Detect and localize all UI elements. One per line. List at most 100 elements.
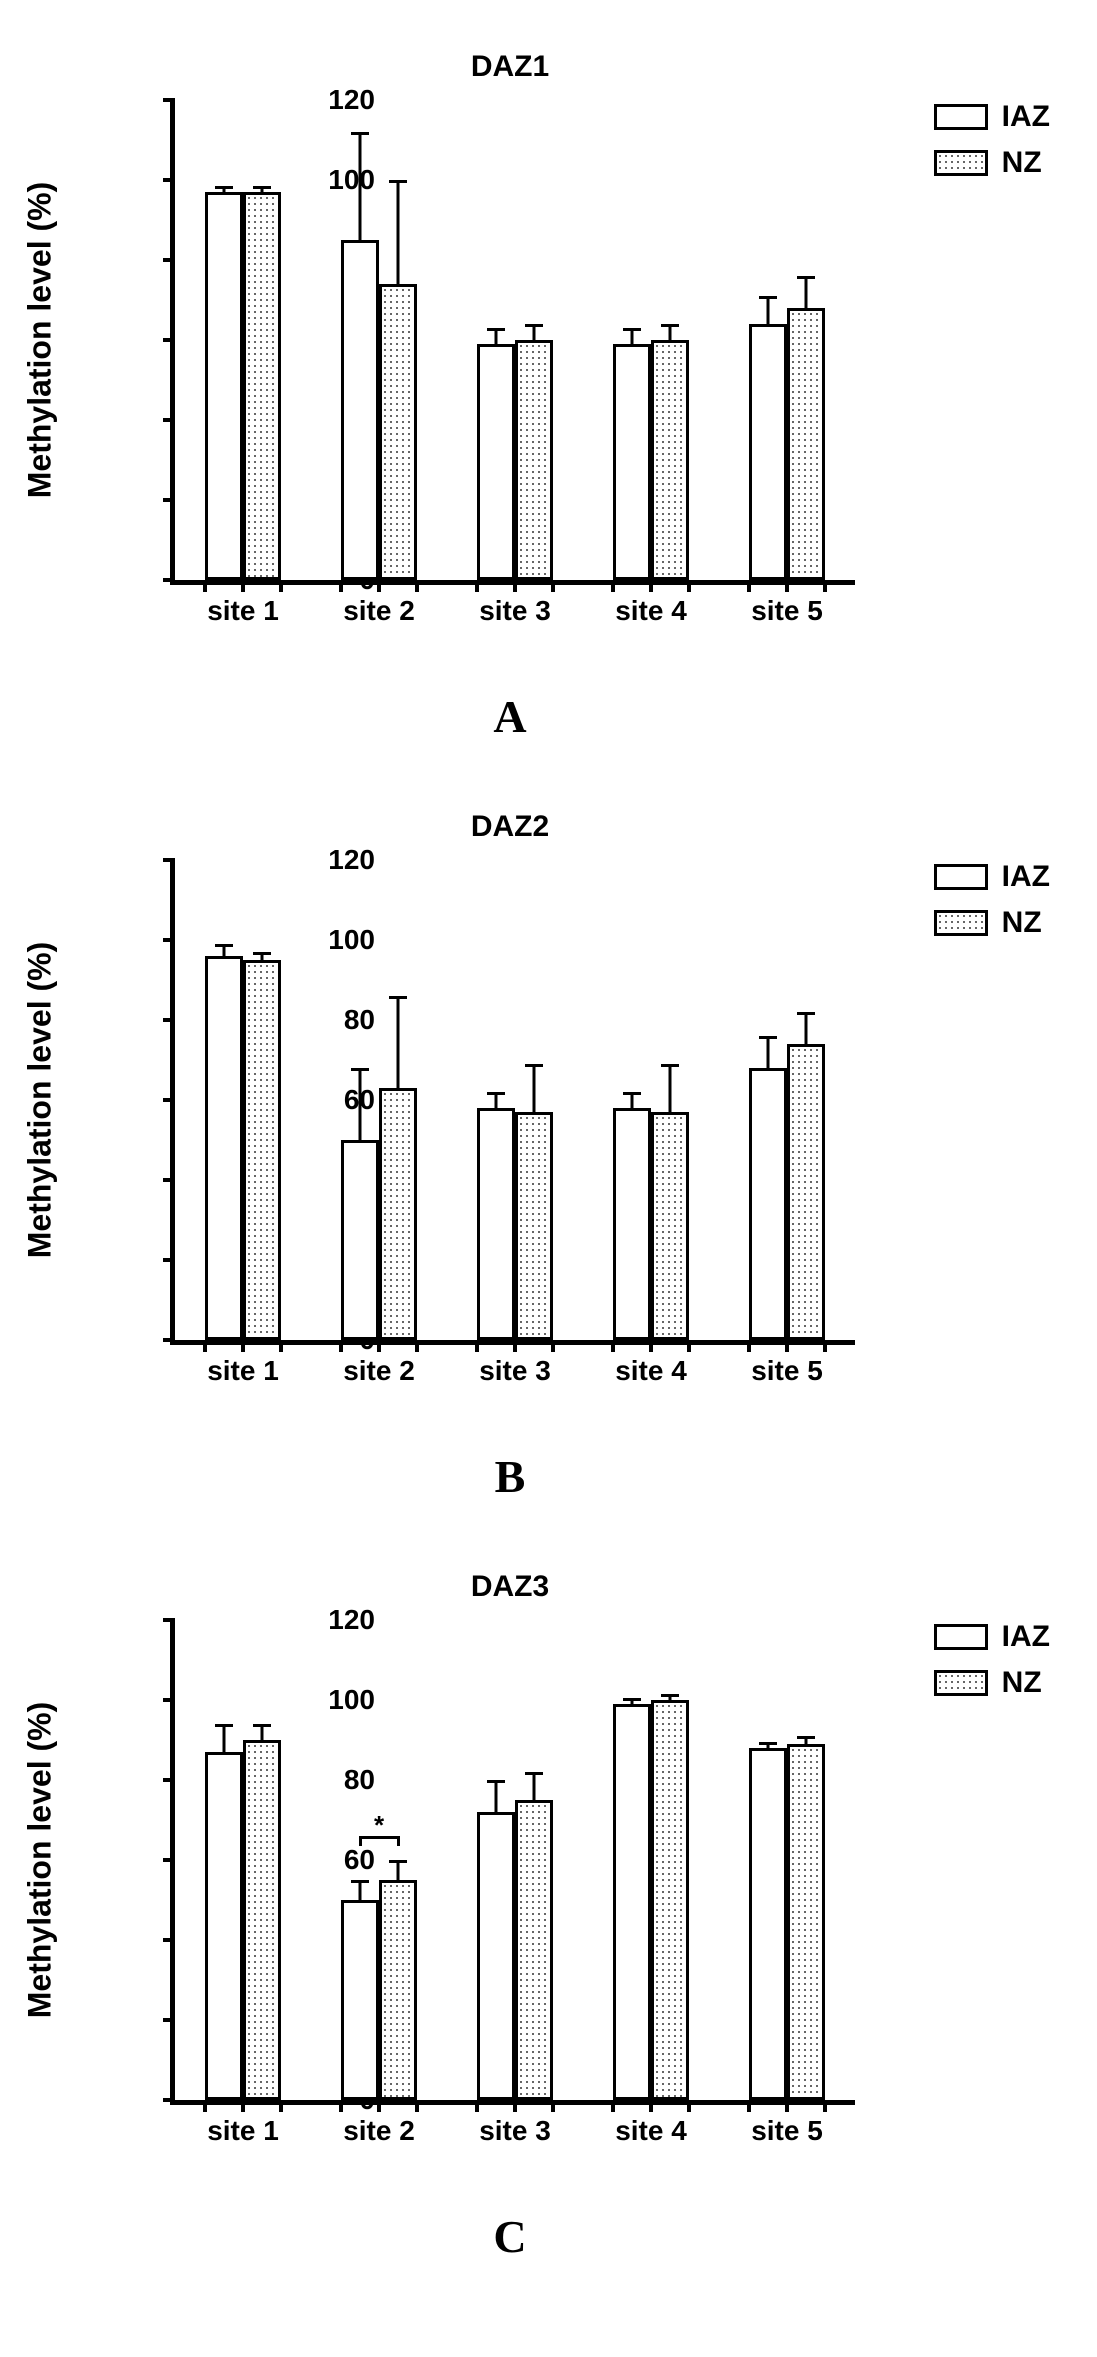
- error-bar: [397, 1860, 400, 1880]
- legend: IAZ NZ: [934, 1620, 1050, 1712]
- y-tick: [163, 2018, 175, 2022]
- x-tick-label: site 2: [343, 595, 415, 627]
- error-bar: [805, 1012, 808, 1044]
- error-cap: [661, 1694, 679, 1697]
- x-tick: [823, 2100, 827, 2112]
- x-tick-label: site 1: [207, 2115, 279, 2147]
- legend-label: NZ: [1002, 906, 1042, 940]
- x-tick: [611, 580, 615, 592]
- bar-nz: [651, 1112, 689, 1340]
- error-cap: [487, 328, 505, 331]
- y-tick: [163, 98, 175, 102]
- bar-iaz: [341, 1140, 379, 1340]
- error-cap: [487, 1780, 505, 1783]
- x-tick: [747, 580, 751, 592]
- legend-swatch: [934, 910, 988, 936]
- error-bar: [397, 180, 400, 284]
- y-tick: [163, 938, 175, 942]
- bar-iaz: [749, 1748, 787, 2100]
- y-tick: [163, 258, 175, 262]
- x-tick-label: site 5: [751, 2115, 823, 2147]
- x-tick: [785, 1340, 789, 1352]
- error-cap: [661, 1064, 679, 1067]
- y-tick: [163, 1938, 175, 1942]
- error-cap: [253, 1724, 271, 1727]
- legend-item-nz: NZ: [934, 1666, 1050, 1700]
- y-axis-label: Methylation level (%): [22, 1702, 59, 2019]
- bar-nz: [787, 1744, 825, 2100]
- y-tick: [163, 178, 175, 182]
- bar-iaz: [749, 1068, 787, 1340]
- legend: IAZNZ: [934, 100, 1050, 192]
- error-bar: [494, 1780, 497, 1812]
- error-cap: [215, 944, 233, 947]
- error-cap: [525, 1064, 543, 1067]
- y-tick: [163, 1098, 175, 1102]
- bar-nz: [379, 284, 417, 580]
- y-tick: [163, 1338, 175, 1342]
- significance-bracket-leg: [359, 1836, 362, 1846]
- legend-label: IAZ: [1002, 860, 1050, 894]
- legend-label: IAZ: [1002, 100, 1050, 134]
- x-tick: [339, 2100, 343, 2112]
- bar-nz: [651, 340, 689, 580]
- error-cap: [623, 328, 641, 331]
- y-tick: [163, 2098, 175, 2102]
- bar-nz: [379, 1880, 417, 2100]
- y-axis-label: Methylation level (%): [22, 182, 59, 499]
- x-tick: [823, 1340, 827, 1352]
- error-bar: [358, 1068, 361, 1140]
- x-tick: [475, 2100, 479, 2112]
- x-tick-label: site 4: [615, 1355, 687, 1387]
- x-tick-label: site 3: [479, 2115, 551, 2147]
- error-cap: [759, 1742, 777, 1745]
- significance-bracket-leg: [397, 1836, 400, 1846]
- x-tick: [279, 2100, 283, 2112]
- panel-label: B: [170, 1450, 850, 1503]
- legend-item-nz: NZ: [934, 906, 1050, 940]
- legend-item-iaz: IAZ: [934, 860, 1050, 894]
- legend-label: IAZ: [1002, 1620, 1050, 1654]
- x-tick: [241, 1340, 245, 1352]
- bar-iaz: [613, 1108, 651, 1340]
- chart-title: DAZ3: [170, 1570, 850, 1604]
- y-tick: [163, 338, 175, 342]
- legend-swatch: [934, 1624, 988, 1650]
- x-tick: [649, 1340, 653, 1352]
- x-tick: [551, 580, 555, 592]
- error-cap: [351, 1068, 369, 1071]
- error-bar: [397, 996, 400, 1088]
- x-tick-label: site 1: [207, 595, 279, 627]
- legend-label: NZ: [1002, 1666, 1042, 1700]
- error-cap: [797, 276, 815, 279]
- error-cap: [389, 1860, 407, 1863]
- x-tick: [377, 1340, 381, 1352]
- error-bar: [766, 1036, 769, 1068]
- y-tick: [163, 1698, 175, 1702]
- bar-nz: [787, 308, 825, 580]
- x-tick: [475, 580, 479, 592]
- x-tick-label: site 1: [207, 1355, 279, 1387]
- error-bar: [222, 1724, 225, 1752]
- bar-nz: [243, 960, 281, 1340]
- error-bar: [669, 1064, 672, 1112]
- bar-nz: [515, 1800, 553, 2100]
- error-bar: [533, 1772, 536, 1800]
- y-tick: [163, 418, 175, 422]
- error-cap: [215, 1724, 233, 1727]
- legend-swatch: [934, 104, 988, 130]
- x-tick: [747, 2100, 751, 2112]
- error-cap: [253, 952, 271, 955]
- x-tick: [611, 1340, 615, 1352]
- legend-item-iaz: IAZ: [934, 100, 1050, 134]
- error-cap: [759, 1036, 777, 1039]
- bar-iaz: [341, 1900, 379, 2100]
- x-tick-label: site 4: [615, 595, 687, 627]
- x-tick: [513, 580, 517, 592]
- x-tick: [241, 580, 245, 592]
- bar-nz: [243, 192, 281, 580]
- error-cap: [525, 1772, 543, 1775]
- significance-star: *: [374, 1810, 384, 1841]
- x-tick: [649, 2100, 653, 2112]
- y-tick: [163, 498, 175, 502]
